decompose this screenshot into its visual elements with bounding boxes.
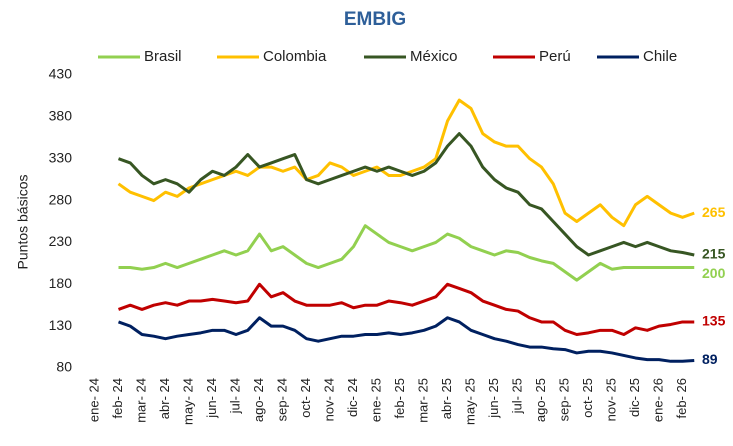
x-tick-label: nov- 25 [603, 378, 618, 421]
end-value-label: 200 [702, 265, 726, 281]
x-tick-label: sep- 25 [556, 378, 571, 421]
end-value-label: 265 [702, 204, 726, 220]
x-tick-label: oct- 25 [580, 378, 595, 418]
y-tick-label: 80 [56, 359, 72, 375]
end-value-label: 215 [702, 246, 726, 262]
y-tick-label: 430 [49, 66, 73, 82]
x-tick-label: may- 25 [462, 378, 477, 425]
chart-title: EMBIG [344, 9, 406, 30]
x-tick-label: sep- 24 [274, 378, 289, 421]
x-tick-label: may- 24 [180, 378, 195, 425]
x-tick-label: ene- 24 [86, 378, 101, 422]
x-tick-label: ene- 26 [650, 378, 665, 422]
y-axis-label: Puntos básicos [15, 175, 31, 270]
x-tick-label: mar- 25 [415, 378, 430, 423]
x-tick-label: ago- 25 [533, 378, 548, 422]
y-tick-label: 180 [49, 275, 73, 291]
x-tick-label: mar- 24 [133, 378, 148, 423]
legend-label: México [410, 48, 458, 65]
y-tick-label: 330 [49, 149, 73, 165]
legend-label: Perú [539, 48, 571, 65]
series-line [117, 316, 695, 363]
series-line [117, 98, 695, 228]
x-tick-label: ene- 25 [368, 378, 383, 422]
end-value-label: 89 [702, 351, 718, 367]
y-tick-label: 380 [49, 108, 73, 124]
x-tick-label: abr- 24 [157, 378, 172, 419]
x-tick-label: feb- 24 [110, 378, 125, 418]
series-line [117, 282, 695, 337]
x-tick-label: jul- 24 [227, 378, 242, 414]
x-tick-label: dic- 24 [345, 378, 360, 417]
x-tick-label: abr- 25 [439, 378, 454, 419]
x-tick-label: nov- 24 [321, 378, 336, 421]
series-line [118, 224, 695, 282]
y-tick-label: 130 [49, 317, 73, 333]
series-line [117, 132, 695, 257]
x-tick-label: feb- 26 [674, 378, 689, 418]
x-tick-label: ago- 24 [251, 378, 266, 422]
x-tick-label: oct- 24 [298, 378, 313, 418]
x-tick-label: jul- 25 [509, 378, 524, 414]
y-tick-label: 280 [49, 191, 73, 207]
x-tick-label: jun- 25 [486, 378, 501, 419]
x-tick-label: dic- 25 [627, 378, 642, 417]
legend-label: Chile [643, 48, 677, 65]
legend-label: Brasil [144, 48, 182, 65]
x-tick-label: feb- 25 [392, 378, 407, 418]
end-value-label: 135 [702, 313, 726, 329]
x-tick-label: jun- 24 [204, 378, 219, 419]
y-tick-label: 230 [49, 233, 73, 249]
legend-label: Colombia [263, 48, 327, 65]
